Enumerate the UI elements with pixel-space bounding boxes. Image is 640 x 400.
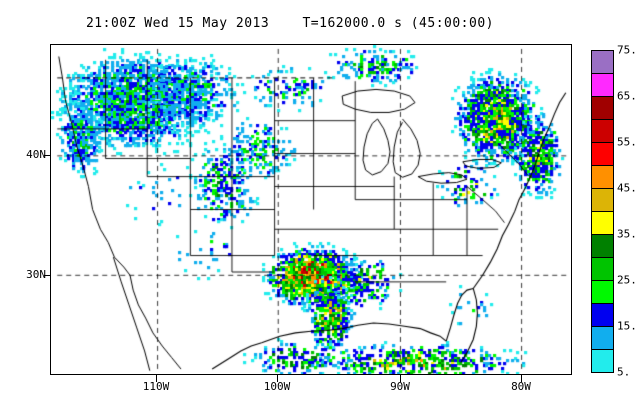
colorbar-segment-40	[591, 211, 614, 235]
colorbar-segment-45	[591, 188, 614, 212]
colorbar-tick-45: 45.	[617, 181, 637, 195]
colorbar-tick-25: 25.	[617, 273, 637, 287]
page-title: 21:00Z Wed 15 May 2013 T=162000.0 s (45:…	[85, 16, 494, 31]
colorbar-tick-5: 5.	[617, 365, 631, 379]
longitude-tick-label-0: 110W	[142, 380, 170, 393]
colorbar-segment-35	[591, 234, 614, 258]
colorbar-tick-65: 65.	[617, 89, 637, 103]
colorbar-tick-75: 75.	[617, 43, 637, 57]
latitude-tick-label-1: 30N	[26, 268, 46, 281]
colorbar-segment-25	[591, 280, 614, 304]
longitude-tick-label-1: 100W	[263, 380, 291, 393]
colorbar-tick-35: 35.	[617, 227, 637, 241]
colorbar-segment-50	[591, 165, 614, 189]
colorbar-segment-65	[591, 96, 614, 120]
longitude-tick-mark-3	[521, 375, 522, 382]
latitude-tick-mark-1	[44, 275, 51, 276]
longitude-tick-mark-2	[400, 375, 401, 382]
map-plot-frame	[50, 44, 572, 375]
colorbar-segment-55	[591, 142, 614, 166]
longitude-tick-mark-0	[156, 375, 157, 382]
colorbar-segment-60	[591, 119, 614, 143]
latitude-tick-mark-0	[44, 155, 51, 156]
colorbar-tick-55: 55.	[617, 135, 637, 149]
colorbar-tick-15: 15.	[617, 319, 637, 333]
latitude-tick-label-0: 40N	[26, 148, 46, 161]
colorbar-segment-30	[591, 257, 614, 281]
colorbar	[591, 50, 614, 373]
colorbar-segment-20	[591, 303, 614, 327]
longitude-tick-label-2: 90W	[390, 380, 410, 393]
colorbar-segment-70	[591, 73, 614, 97]
colorbar-segment-15	[591, 326, 614, 350]
colorbar-segment-75	[591, 50, 614, 74]
colorbar-segment-10	[591, 349, 614, 373]
longitude-tick-label-3: 80W	[511, 380, 531, 393]
longitude-tick-mark-1	[277, 375, 278, 382]
reflectivity-field-canvas	[51, 45, 571, 374]
